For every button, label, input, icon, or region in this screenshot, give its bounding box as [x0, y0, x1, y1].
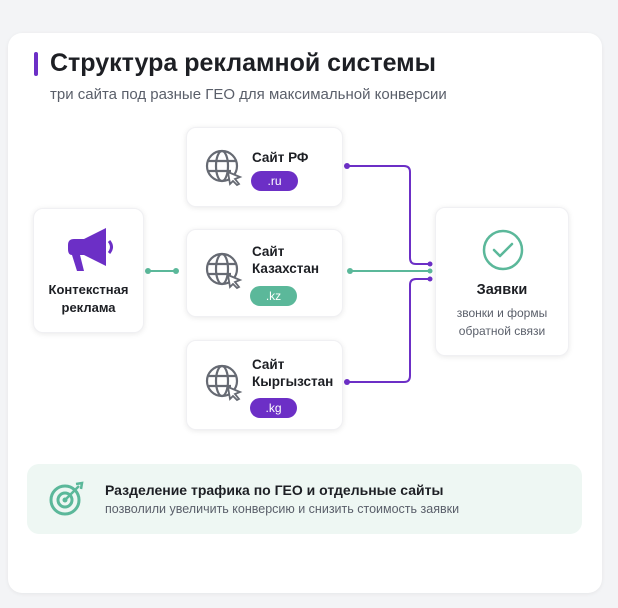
site-title-line2: Кыргызстан — [252, 374, 334, 389]
domain-badge-kg: .kg — [250, 398, 297, 418]
globe-cursor-icon — [205, 252, 243, 290]
megaphone-icon — [68, 228, 113, 271]
banner-title: Разделение трафика по ГЕО и отдельные са… — [105, 482, 444, 498]
connector-ru-to-target — [344, 163, 433, 267]
site-title-line1: Сайт — [252, 244, 285, 259]
connector-source-to-kz — [145, 268, 179, 274]
source-node: Контекстная реклама — [33, 208, 144, 333]
target-sub-line2: обратной связи — [458, 324, 546, 338]
site-title-line2: Казахстан — [252, 261, 320, 276]
target-sub-line1: звонки и формы — [456, 306, 548, 320]
page-subtitle: три сайта под разные ГЕО для максимально… — [50, 86, 447, 103]
globe-cursor-icon — [205, 149, 243, 187]
connector-kg-to-target — [344, 276, 433, 385]
source-label-line2: реклама — [61, 300, 116, 315]
site-node-kz: Сайт Казахстан .kz — [186, 229, 343, 317]
site-node-kg: Сайт Кыргызстан .kg — [186, 340, 343, 430]
connector-kz-to-target — [347, 268, 433, 274]
target-title: Заявки — [476, 282, 528, 298]
target-icon — [49, 481, 84, 516]
target-node: Заявки звонки и формы обратной связи — [435, 207, 569, 356]
check-circle-icon — [482, 229, 524, 271]
site-title-line1: Сайт — [252, 357, 285, 372]
domain-badge-ru: .ru — [251, 171, 298, 191]
banner-text: позволили увеличить конверсию и снизить … — [105, 502, 460, 516]
title-accent-bar — [34, 52, 38, 76]
source-label-line1: Контекстная — [48, 282, 129, 297]
summary-banner: Разделение трафика по ГЕО и отдельные са… — [27, 464, 582, 534]
page-title: Структура рекламной системы — [50, 49, 437, 77]
domain-badge-kz: .kz — [250, 286, 297, 306]
globe-cursor-icon — [205, 364, 243, 402]
site-node-ru: Сайт РФ .ru — [186, 127, 343, 207]
site-title: Сайт РФ — [252, 150, 309, 165]
